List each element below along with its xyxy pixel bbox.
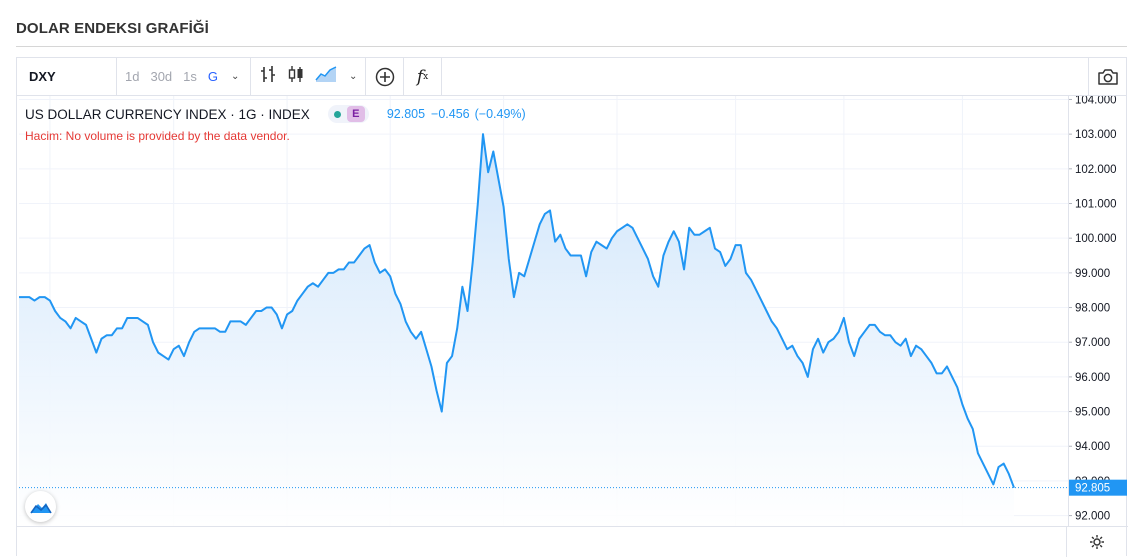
page-heading: DOLAR ENDEKSI GRAFİĞİ bbox=[16, 20, 209, 37]
series-area bbox=[19, 134, 1014, 526]
y-tick-label: 100.000 bbox=[1075, 233, 1117, 245]
interval-g[interactable]: G bbox=[207, 69, 219, 84]
y-tick-label: 94.000 bbox=[1075, 441, 1110, 453]
y-tick-label: 103.000 bbox=[1075, 129, 1117, 141]
y-tick-label: 104.000 bbox=[1075, 96, 1117, 106]
time-axis-divider bbox=[17, 526, 1128, 527]
y-tick-label: 98.000 bbox=[1075, 303, 1110, 315]
legend-title: US DOLLAR CURRENCY INDEX · 1G · INDEX bbox=[25, 106, 310, 122]
fx-sub: x bbox=[423, 71, 429, 82]
chevron-down-icon[interactable]: ⌄ bbox=[231, 71, 240, 82]
camera-icon[interactable] bbox=[1088, 58, 1126, 96]
chart-type-selector: ⌄ bbox=[251, 57, 366, 96]
last-price-label: 92.805 bbox=[1075, 483, 1110, 495]
volume-message: Hacim: No volume is provided by the data… bbox=[25, 129, 290, 143]
y-tick-label: 97.000 bbox=[1075, 337, 1110, 349]
y-tick-label: 102.000 bbox=[1075, 164, 1117, 176]
legend-change-pct: (−0.49%) bbox=[474, 107, 526, 121]
fx-label: f bbox=[416, 66, 424, 87]
area-chart-icon[interactable] bbox=[315, 64, 337, 89]
market-status-pill[interactable]: E bbox=[327, 105, 369, 123]
market-open-dot-icon bbox=[333, 110, 341, 118]
exchange-badge: E bbox=[346, 106, 365, 122]
interval-selector: 1d 30d 1s G ⌄ bbox=[117, 57, 251, 96]
chevron-down-icon[interactable]: ⌄ bbox=[349, 71, 358, 82]
bar-chart-icon[interactable] bbox=[259, 64, 277, 89]
legend-last-price: 92.805 bbox=[386, 107, 426, 121]
y-tick-label: 96.000 bbox=[1075, 372, 1110, 384]
last-price-label-bg bbox=[1069, 479, 1127, 496]
y-tick-label: 99.000 bbox=[1075, 268, 1110, 280]
legend-change: −0.456 bbox=[431, 107, 470, 121]
interval-1d[interactable]: 1d bbox=[125, 69, 140, 84]
interval-1s[interactable]: 1s bbox=[183, 69, 197, 84]
y-tick-label: 92.000 bbox=[1075, 511, 1110, 523]
heading-divider bbox=[16, 46, 1127, 47]
y-tick-label: 101.000 bbox=[1075, 199, 1117, 211]
indicators-plus-icon bbox=[375, 67, 394, 86]
price-chart[interactable]: 104.000 103.000 102.000 101.000 100.000 99.00… bbox=[17, 96, 1128, 527]
y-tick-label: 95.000 bbox=[1075, 407, 1110, 419]
tradingview-logo-icon[interactable] bbox=[25, 491, 56, 522]
chart-legend: US DOLLAR CURRENCY INDEX · 1G · INDEX E … bbox=[25, 105, 526, 123]
series-line bbox=[19, 133, 1015, 489]
symbol-search[interactable]: DXY bbox=[17, 57, 117, 96]
interval-30d[interactable]: 30d bbox=[150, 69, 173, 84]
chart-settings-gear-icon[interactable] bbox=[1066, 527, 1126, 557]
candlestick-icon[interactable] bbox=[287, 64, 305, 89]
price-axis-border bbox=[1068, 96, 1069, 527]
indicators-button[interactable] bbox=[366, 57, 404, 96]
